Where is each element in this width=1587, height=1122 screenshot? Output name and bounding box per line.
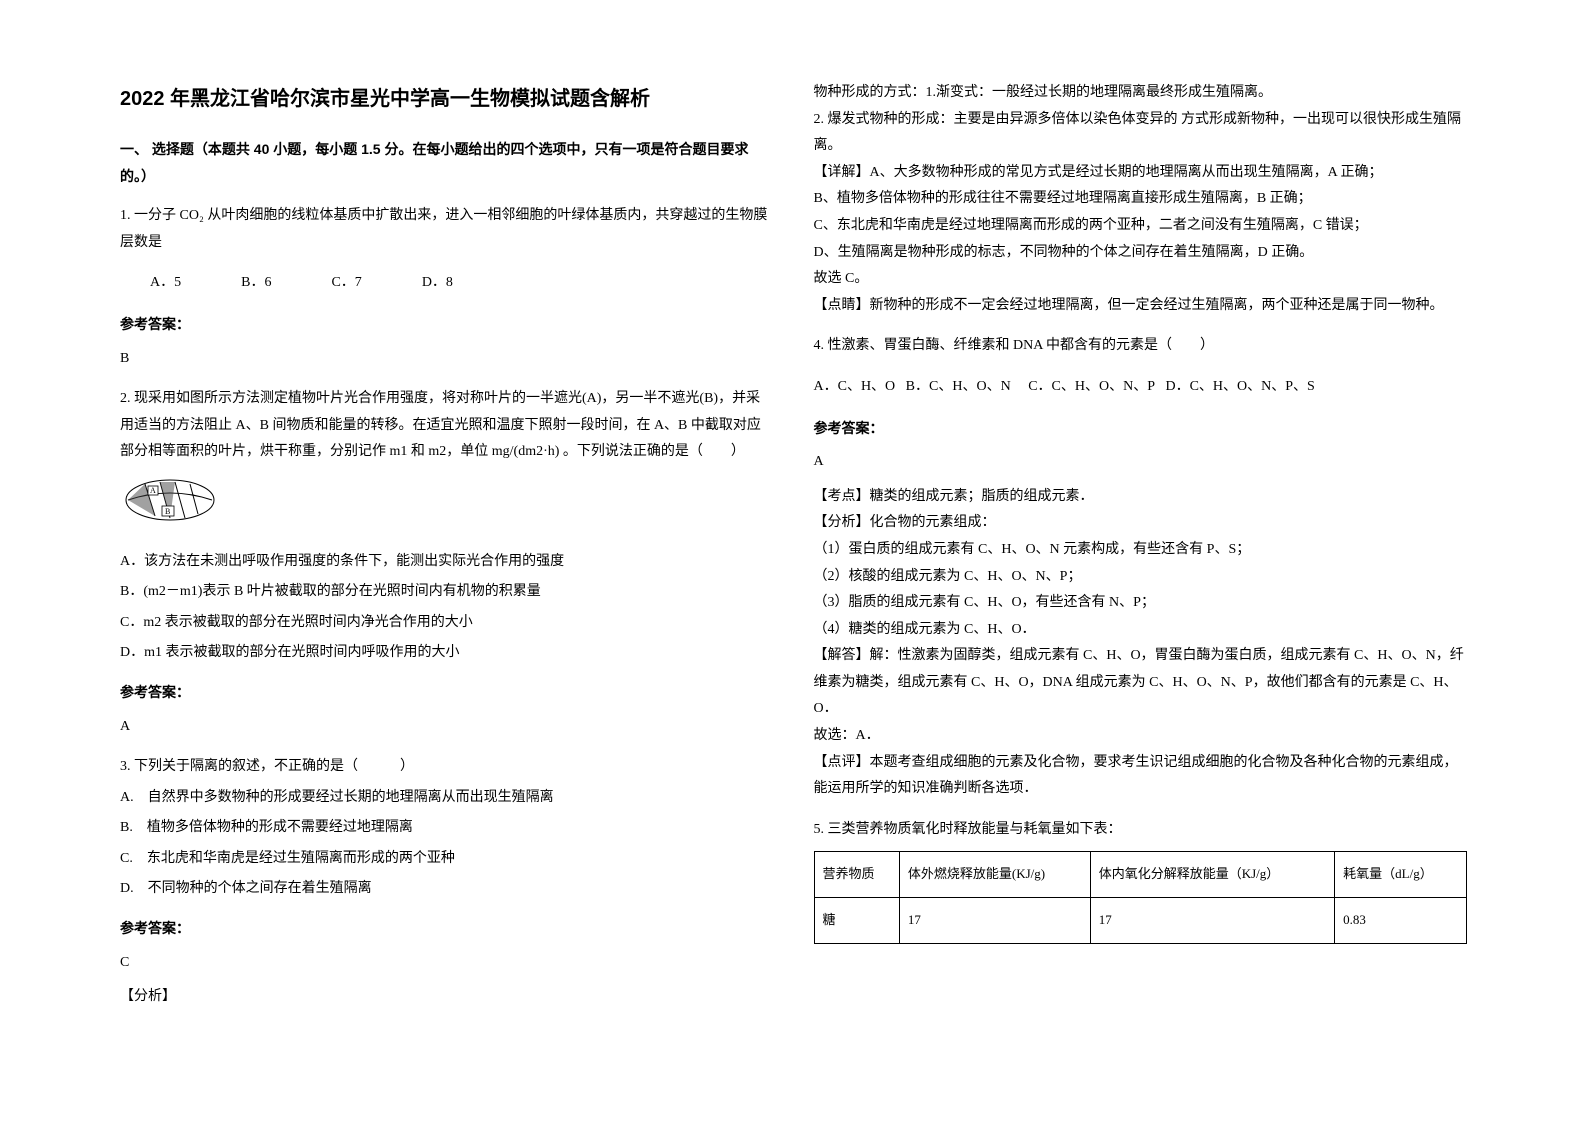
td-1: 糖: [814, 898, 899, 944]
col2-detail-a: 【详解】A、大多数物种形成的常见方式是经过长期的地理隔离从而出现生殖隔离，A 正…: [814, 160, 1468, 187]
q2-opt-a: A．该方法在未测出呼吸作用强度的条件下，能测出实际光合作用的强度: [120, 549, 774, 576]
table-header-row: 营养物质 体外燃烧释放能量(KJ/g) 体内氧化分解释放能量（KJ/g） 耗氧量…: [814, 852, 1467, 898]
q3-opt-b: B. 植物多倍体物种的形成不需要经过地理隔离: [120, 815, 774, 842]
question-3: 3. 下列关于隔离的叙述，不正确的是（ ） A. 自然界中多数物种的形成要经过长…: [120, 754, 774, 1011]
col2-detail-c: C、东北虎和华南虎是经过地理隔离而形成的两个亚种，二者之间没有生殖隔离，C 错误…: [814, 213, 1468, 240]
q1-answer-label: 参考答案：: [120, 311, 774, 338]
page-title: 2022 年黑龙江省哈尔滨市星光中学高一生物模拟试题含解析: [120, 80, 774, 118]
q1-text: 1. 一分子 CO₂ 从叶肉细胞的线粒体基质中扩散出来，进入一相邻细胞的叶绿体基…: [120, 203, 774, 256]
q1-answer: B: [120, 346, 774, 373]
table-row: 糖 17 17 0.83: [814, 898, 1467, 944]
q1-opt-a: A．5: [150, 270, 181, 297]
td-4: 0.83: [1335, 898, 1467, 944]
td-3: 17: [1090, 898, 1334, 944]
q1-options: A．5 B．6 C．7 D．8: [150, 270, 774, 297]
q4-guxuan: 故选：A．: [814, 723, 1468, 750]
q4-f2: （2）核酸的组成元素为 C、H、O、N、P；: [814, 564, 1468, 591]
leaf-diagram-icon: B A: [120, 476, 220, 524]
right-column: 物种形成的方式：1.渐变式：一般经过长期的地理隔离最终形成生殖隔离。 2. 爆发…: [794, 80, 1488, 1082]
q4-opt-d: D．C、H、O、N、P、S: [1165, 379, 1314, 394]
q4-kaodian: 【考点】糖类的组成元素；脂质的组成元素．: [814, 484, 1468, 511]
q4-jieda: 【解答】解：性激素为固醇类，组成元素有 C、H、O，胃蛋白酶为蛋白质，组成元素有…: [814, 643, 1468, 723]
q4-f3: （3）脂质的组成元素有 C、H、O，有些还含有 N、P；: [814, 590, 1468, 617]
q4-opt-a: A．C、H、O: [814, 379, 896, 394]
q3-answer-label: 参考答案：: [120, 915, 774, 942]
question-2: 2. 现采用如图所示方法测定植物叶片光合作用强度，将对称叶片的一半遮光(A)，另…: [120, 386, 774, 740]
th-3: 体内氧化分解释放能量（KJ/g）: [1090, 852, 1334, 898]
col2-choose: 故选 C。: [814, 266, 1468, 293]
q3-answer: C: [120, 950, 774, 977]
q3-opt-c: C. 东北虎和华南虎是经过生殖隔离而形成的两个亚种: [120, 846, 774, 873]
q4-opt-c: C．C、H、O、N、P: [1028, 379, 1155, 394]
q2-answer-label: 参考答案：: [120, 679, 774, 706]
svg-text:A: A: [150, 486, 156, 495]
col2-comment: 【点睛】新物种的形成不一定会经过地理隔离，但一定会经过生殖隔离，两个亚种还是属于…: [814, 293, 1468, 320]
q2-opt-c: C．m2 表示被截取的部分在光照时间内净光合作用的大小: [120, 610, 774, 637]
q1-opt-c: C．7: [331, 270, 361, 297]
col2-detail-b: B、植物多倍体物种的形成往往不需要经过地理隔离直接形成生殖隔离，B 正确；: [814, 186, 1468, 213]
nutrition-table: 营养物质 体外燃烧释放能量(KJ/g) 体内氧化分解释放能量（KJ/g） 耗氧量…: [814, 851, 1468, 943]
question-5: 5. 三类营养物质氧化时释放能量与耗氧量如下表： 营养物质 体外燃烧释放能量(K…: [814, 817, 1468, 944]
q4-answer-label: 参考答案：: [814, 415, 1468, 442]
q1-opt-d: D．8: [422, 270, 453, 297]
left-column: 2022 年黑龙江省哈尔滨市星光中学高一生物模拟试题含解析 一、 选择题（本题共…: [100, 80, 794, 1082]
q4-options: A．C、H、O B．C、H、O、N C．C、H、O、N、P D．C、H、O、N、…: [814, 374, 1468, 401]
q2-opt-d: D．m1 表示被截取的部分在光照时间内呼吸作用的大小: [120, 640, 774, 667]
q3-analysis-label: 【分析】: [120, 984, 774, 1011]
q4-opt-b: B．C、H、O、N: [906, 379, 1011, 394]
section-1-title: 一、 选择题（本题共 40 小题，每小题 1.5 分。在每小题给出的四个选项中，…: [120, 136, 774, 189]
q4-text: 4. 性激素、胃蛋白酶、纤维素和 DNA 中都含有的元素是（ ）: [814, 333, 1468, 360]
q2-opt-b: B．(m2－m1)表示 B 叶片被截取的部分在光照时间内有机物的积累量: [120, 579, 774, 606]
q5-text: 5. 三类营养物质氧化时释放能量与耗氧量如下表：: [814, 817, 1468, 844]
question-4: 4. 性激素、胃蛋白酶、纤维素和 DNA 中都含有的元素是（ ） A．C、H、O…: [814, 333, 1468, 803]
q2-answer: A: [120, 714, 774, 741]
svg-text:B: B: [165, 507, 170, 516]
q3-opt-d: D. 不同物种的个体之间存在着生殖隔离: [120, 876, 774, 903]
q3-opt-a: A. 自然界中多数物种的形成要经过长期的地理隔离从而出现生殖隔离: [120, 785, 774, 812]
th-4: 耗氧量（dL/g）: [1335, 852, 1467, 898]
q2-text: 2. 现采用如图所示方法测定植物叶片光合作用强度，将对称叶片的一半遮光(A)，另…: [120, 386, 774, 466]
q1-opt-b: B．6: [241, 270, 271, 297]
td-2: 17: [899, 898, 1090, 944]
question-1: 1. 一分子 CO₂ 从叶肉细胞的线粒体基质中扩散出来，进入一相邻细胞的叶绿体基…: [120, 203, 774, 372]
q4-fenxi: 【分析】化合物的元素组成：: [814, 510, 1468, 537]
q3-text: 3. 下列关于隔离的叙述，不正确的是（ ）: [120, 754, 774, 781]
q4-dianping: 【点评】本题考查组成细胞的元素及化合物，要求考生识记组成细胞的化合物及各种化合物…: [814, 750, 1468, 803]
col2-detail-d: D、生殖隔离是物种形成的标志，不同物种的个体之间存在着生殖隔离，D 正确。: [814, 240, 1468, 267]
col2-line2: 2. 爆发式物种的形成：主要是由异源多倍体以染色体变异的 方式形成新物种，一出现…: [814, 107, 1468, 160]
q4-answer: A: [814, 449, 1468, 476]
q4-f4: （4）糖类的组成元素为 C、H、O．: [814, 617, 1468, 644]
q4-f1: （1）蛋白质的组成元素有 C、H、O、N 元素构成，有些还含有 P、S；: [814, 537, 1468, 564]
col2-line1: 物种形成的方式：1.渐变式：一般经过长期的地理隔离最终形成生殖隔离。: [814, 80, 1468, 107]
th-1: 营养物质: [814, 852, 899, 898]
th-2: 体外燃烧释放能量(KJ/g): [899, 852, 1090, 898]
